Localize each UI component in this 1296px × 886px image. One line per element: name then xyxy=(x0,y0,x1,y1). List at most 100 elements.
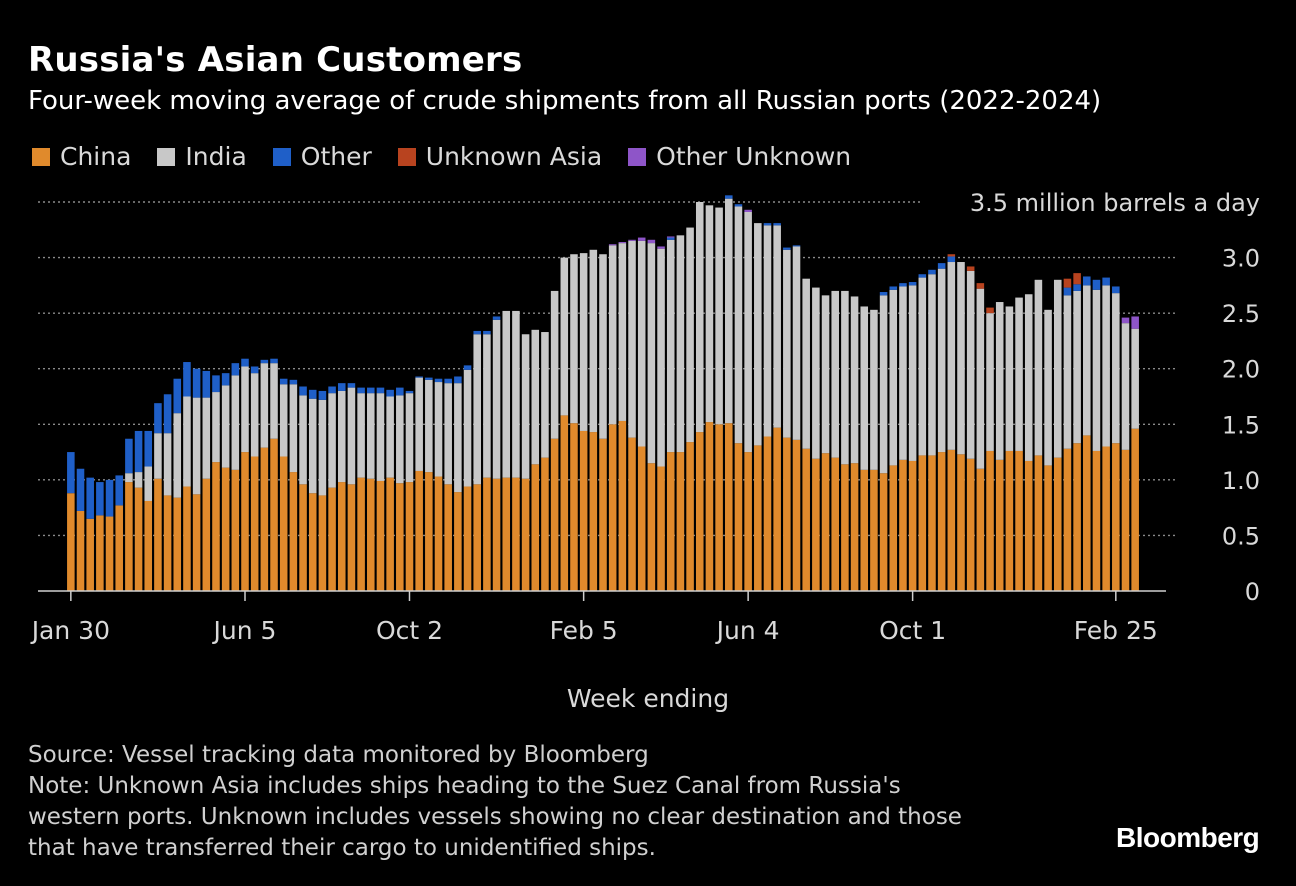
bar-india xyxy=(1063,295,1072,449)
legend-label-india: India xyxy=(185,142,247,171)
legend-swatch-other xyxy=(272,147,291,166)
bar-other xyxy=(192,368,201,398)
legend-label-china: China xyxy=(60,142,132,171)
bar-china xyxy=(173,497,182,591)
chart-title: Russia's Asian Customers xyxy=(28,40,523,80)
bar-china xyxy=(628,437,636,591)
legend-label-other-unknown: Other Unknown xyxy=(656,142,852,171)
bar-india xyxy=(502,310,511,478)
bar-china xyxy=(763,436,772,591)
y-top-label: 3.5 million barrels a day xyxy=(970,189,1260,217)
bar-india xyxy=(812,287,820,459)
bar-china xyxy=(396,483,404,591)
bar-china xyxy=(976,468,985,591)
bar-china xyxy=(463,486,472,591)
bar-india xyxy=(241,366,249,453)
bar-other xyxy=(918,274,927,278)
bar-india xyxy=(928,274,936,456)
bar-china xyxy=(144,500,153,591)
bar-india xyxy=(337,390,346,483)
bar-india xyxy=(792,246,801,440)
bar-china xyxy=(241,452,249,591)
bar-india xyxy=(589,249,598,433)
bar-china xyxy=(695,432,704,591)
bar-india xyxy=(173,413,182,498)
bar-other xyxy=(328,386,336,394)
bar-other-unknown xyxy=(637,237,646,241)
bar-india xyxy=(483,334,491,478)
bar-china xyxy=(115,505,123,591)
bar-china xyxy=(734,443,743,591)
bar-china xyxy=(1131,428,1139,591)
bar-other xyxy=(67,452,75,494)
bar-other xyxy=(154,403,162,434)
bar-india xyxy=(260,363,269,448)
bar-other xyxy=(763,223,772,226)
bar-china xyxy=(550,438,559,591)
bar-other xyxy=(879,292,888,296)
bar-other-unknown xyxy=(1131,316,1139,329)
bar-china xyxy=(105,516,114,591)
chart-subtitle: Four-week moving average of crude shipme… xyxy=(28,86,1102,116)
bar-other xyxy=(221,373,230,386)
bar-india xyxy=(957,262,965,455)
bar-china xyxy=(357,477,365,591)
bar-other xyxy=(173,378,182,414)
legend-item-unknown-asia: Unknown Asia xyxy=(397,142,603,171)
bar-china xyxy=(618,420,627,591)
bar-china xyxy=(531,464,540,591)
note-line-1: Note: Unknown Asia includes ships headin… xyxy=(28,773,901,799)
bar-other xyxy=(357,387,365,394)
bar-other xyxy=(86,477,94,519)
bar-china xyxy=(221,467,230,591)
bar-china xyxy=(841,464,849,591)
bar-china xyxy=(1073,443,1081,591)
legend: China India Other Unknown Asia Other Unk… xyxy=(32,142,877,171)
bar-unknown-asia xyxy=(966,266,975,271)
bar-china xyxy=(850,463,859,591)
bar-china xyxy=(1005,450,1014,591)
bar-china xyxy=(802,448,810,591)
legend-label-unknown-asia: Unknown Asia xyxy=(425,142,603,171)
bar-china xyxy=(250,456,259,591)
bar-india xyxy=(879,295,888,474)
bar-india xyxy=(618,243,627,421)
bar-china xyxy=(870,469,878,591)
bar-other xyxy=(279,378,288,385)
bar-china xyxy=(1102,446,1110,591)
bar-india xyxy=(773,225,781,428)
bar-china xyxy=(318,495,327,591)
bar-china xyxy=(86,518,94,591)
bar-china xyxy=(812,458,820,591)
bar-china xyxy=(918,455,927,591)
bar-india xyxy=(192,397,201,495)
y-tick-label: 0 xyxy=(1245,578,1260,606)
bar-other xyxy=(260,359,269,364)
bar-other-unknown xyxy=(618,242,627,244)
bar-china xyxy=(821,453,830,591)
bar-other xyxy=(367,387,375,394)
bar-china xyxy=(492,478,501,591)
bar-china xyxy=(367,478,375,591)
bar-india xyxy=(995,302,1004,460)
bar-india xyxy=(347,387,356,485)
bar-india xyxy=(744,212,752,453)
bar-other xyxy=(96,482,104,516)
bar-india xyxy=(715,207,723,425)
bar-china xyxy=(192,494,201,591)
bar-india xyxy=(1015,297,1023,451)
y-tick-label: 2.5 xyxy=(1222,300,1260,328)
bar-india xyxy=(1092,289,1101,451)
y-tick-label: 0.5 xyxy=(1222,522,1260,550)
bar-india xyxy=(763,225,772,437)
bar-china xyxy=(134,487,143,591)
x-tick-label: Feb 5 xyxy=(550,616,618,645)
bar-china xyxy=(754,445,762,591)
bar-other xyxy=(76,468,85,511)
bar-india xyxy=(802,278,810,449)
bar-other xyxy=(773,223,781,226)
bar-india xyxy=(560,257,569,416)
bar-other xyxy=(463,365,472,370)
bar-china xyxy=(202,478,211,591)
bar-china xyxy=(231,469,240,591)
